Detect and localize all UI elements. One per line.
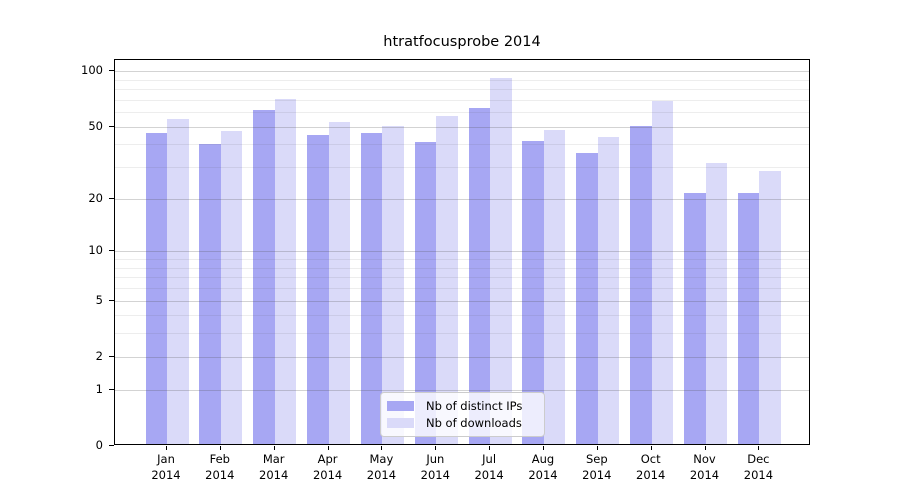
y-tick-label: 50: [88, 118, 103, 133]
legend-label-downloads: Nb of downloads: [426, 415, 522, 430]
bar-distinct-ips-dec: [737, 193, 760, 444]
bar-downloads-nov: [705, 162, 727, 444]
bar-downloads-oct: [651, 101, 674, 444]
x-tick-mark: [704, 446, 706, 450]
bar-downloads-jun: [436, 115, 458, 444]
x-tick-label: Dec 2014: [743, 452, 774, 482]
bar-distinct-ips-sep: [576, 153, 598, 444]
y-tick-label: 1: [95, 381, 103, 396]
y-tick-label: 0: [95, 438, 103, 452]
x-tick-label: Jul 2014: [474, 452, 504, 482]
x-tick-mark: [596, 446, 598, 450]
y-tick-mark: [109, 388, 114, 390]
bar-downloads-sep: [597, 136, 620, 444]
y-tick-mark: [109, 250, 114, 252]
bar-distinct-ips-apr: [307, 134, 329, 444]
y-tick-label: 10: [88, 243, 103, 258]
legend-label-distinct-ips: Nb of distinct IPs: [426, 398, 523, 413]
x-tick-label: Apr 2014: [312, 452, 343, 482]
bar-distinct-ips-feb: [199, 144, 221, 444]
legend-swatch-distinct-ips: [387, 401, 414, 411]
bar-distinct-ips-jun: [414, 142, 437, 444]
bar-distinct-ips-jan: [145, 133, 167, 444]
bar-distinct-ips-oct: [630, 126, 652, 444]
bar-downloads-feb: [220, 131, 243, 444]
legend-row-downloads: Nb of downloads: [387, 415, 536, 430]
y-tick-label: 5: [95, 292, 103, 307]
y-tick-mark: [109, 197, 114, 199]
bar-downloads-mar: [274, 99, 297, 444]
y-tick-mark: [109, 299, 114, 301]
bar-distinct-ips-jul: [468, 107, 491, 444]
x-tick-mark: [758, 446, 760, 450]
legend-row-distinct-ips: Nb of distinct IPs: [387, 398, 536, 413]
y-tick-mark: [109, 445, 114, 446]
y-tick-label: 100: [81, 63, 103, 78]
x-tick-mark: [327, 446, 329, 450]
x-tick-mark: [381, 446, 383, 450]
x-tick-label: Sep 2014: [582, 452, 612, 482]
x-tick-mark: [219, 446, 221, 450]
bar-downloads-may: [382, 126, 404, 444]
y-tick-mark: [109, 355, 114, 357]
x-tick-label: Mar 2014: [259, 452, 289, 482]
bar-distinct-ips-aug: [522, 140, 544, 444]
plot-area: [114, 59, 810, 445]
x-tick-label: Jun 2014: [420, 452, 450, 482]
y-tick-label: 20: [88, 190, 103, 205]
legend-swatch-downloads: [387, 418, 414, 428]
bar-downloads-jul: [490, 77, 512, 444]
y-tick-label: 2: [95, 348, 103, 363]
x-tick-mark: [543, 446, 544, 450]
bar-downloads-dec: [759, 170, 781, 444]
x-tick-mark: [166, 446, 167, 450]
bar-downloads-aug: [543, 129, 566, 444]
bars-layer: [115, 60, 809, 444]
x-tick-label: Oct 2014: [636, 452, 666, 482]
x-tick-mark: [489, 446, 491, 450]
y-tick-mark: [109, 70, 114, 72]
bar-distinct-ips-nov: [684, 193, 706, 444]
chart-title: htratfocusprobe 2014: [383, 34, 541, 50]
x-tick-label: Nov 2014: [689, 452, 720, 482]
x-tick-mark: [650, 446, 652, 450]
x-tick-label: Jan 2014: [151, 452, 181, 482]
legend: Nb of distinct IPs Nb of downloads: [380, 392, 545, 437]
x-tick-mark: [273, 446, 275, 450]
x-tick-mark: [435, 446, 437, 450]
bar-downloads-jan: [167, 118, 189, 444]
bar-downloads-apr: [328, 121, 351, 444]
y-tick-mark: [109, 125, 114, 127]
x-tick-label: Aug 2014: [528, 452, 558, 482]
x-tick-label: Feb 2014: [205, 452, 235, 482]
bar-distinct-ips-may: [360, 133, 383, 444]
x-tick-label: May 2014: [366, 452, 397, 482]
bar-distinct-ips-mar: [253, 110, 275, 444]
